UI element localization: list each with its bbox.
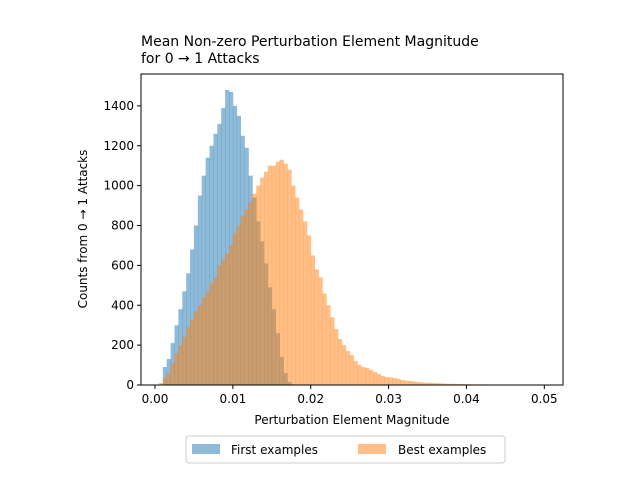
histogram-bar (400, 380, 404, 385)
histogram-bar (295, 198, 299, 385)
histogram-bar (322, 293, 326, 385)
histogram-bar (350, 355, 354, 385)
histogram-bar (264, 172, 268, 385)
histogram-bar (280, 160, 284, 385)
histogram-bar (283, 164, 287, 385)
histogram-bar (365, 368, 369, 385)
histogram-bar (303, 222, 307, 385)
y-tick-label: 600 (111, 258, 134, 272)
histogram-bar (182, 337, 186, 385)
x-tick-label: 0.00 (142, 392, 169, 406)
histogram-bar (319, 277, 323, 385)
histogram-bar (396, 379, 400, 385)
histogram-bar (369, 370, 373, 385)
y-tick-label: 800 (111, 219, 134, 233)
y-tick-label: 400 (111, 298, 134, 312)
histogram-bar (221, 259, 225, 385)
legend-swatch-first-examples (192, 444, 220, 454)
histogram-bar (190, 319, 194, 385)
x-tick-label: 0.03 (375, 392, 402, 406)
histogram-bar (178, 345, 182, 385)
histogram-bar (291, 186, 295, 385)
x-tick-label: 0.05 (531, 392, 558, 406)
chart-title-line-1: Mean Non-zero Perturbation Element Magni… (141, 34, 479, 50)
histogram-bar (256, 186, 260, 385)
histogram-bar (276, 162, 280, 385)
histogram-bar (404, 381, 408, 385)
histogram-bar (315, 269, 319, 385)
x-tick-label: 0.02 (297, 392, 324, 406)
legend: First examples Best examples (186, 436, 505, 463)
x-tick-label: 0.04 (453, 392, 480, 406)
histogram-bar (334, 329, 338, 385)
histogram-bar (357, 365, 361, 385)
bars-layer (159, 90, 521, 385)
histogram-bar (377, 374, 381, 385)
histogram-bar (307, 235, 311, 385)
histogram-bar (392, 378, 396, 385)
histogram-bar (206, 291, 210, 385)
histogram-bar (311, 255, 315, 385)
legend-label-first-examples: First examples (231, 443, 318, 457)
histogram-bar (171, 363, 175, 385)
histogram-bar (268, 166, 272, 385)
histogram-bar (373, 372, 377, 385)
histogram-bar (272, 166, 276, 385)
histogram-bar (342, 345, 346, 385)
histogram-bar (194, 311, 198, 385)
histogram-bar (346, 351, 350, 385)
histogram-bar (330, 317, 334, 385)
histogram-bar (326, 305, 330, 385)
histogram-bar (233, 233, 237, 385)
histogram-bar (210, 283, 214, 385)
histogram-bar (389, 377, 393, 385)
chart-title-line-2: for 0 → 1 Attacks (141, 51, 260, 67)
y-tick-label: 0 (126, 378, 134, 392)
histogram-bar (248, 202, 252, 385)
histogram-bar (229, 245, 233, 385)
histogram-bar (237, 226, 241, 385)
histogram-bar (412, 381, 416, 385)
histogram-bar (225, 253, 229, 385)
histogram-bar (198, 305, 202, 385)
histogram-bar (202, 297, 206, 385)
y-tick-label: 1000 (103, 179, 134, 193)
x-tick-label: 0.01 (220, 392, 247, 406)
histogram-bar (213, 277, 217, 385)
histogram-bar (217, 265, 221, 385)
histogram-bar (385, 377, 389, 385)
histogram-bar (252, 194, 256, 385)
y-tick-label: 1200 (103, 139, 134, 153)
histogram-bar (260, 178, 264, 385)
histogram-bar (299, 210, 303, 385)
histogram-bar (245, 210, 249, 385)
histogram-bar (163, 378, 167, 385)
y-axis-label: Counts from 0 → 1 Attacks (76, 150, 90, 309)
y-tick-label: 200 (111, 338, 134, 352)
legend-swatch-best-examples (358, 444, 386, 454)
histogram-bar (408, 381, 412, 385)
histogram-bar (361, 367, 365, 385)
histogram-bar (381, 376, 385, 385)
histogram-bar (167, 373, 171, 385)
histogram-bar (174, 353, 178, 385)
histogram-bar (186, 327, 190, 385)
histogram-bar (241, 216, 245, 385)
chart-title: Mean Non-zero Perturbation Element Magni… (141, 34, 479, 67)
histogram-bar (354, 361, 358, 385)
histogram-bar (287, 170, 291, 385)
x-axis: 0.00 0.01 0.02 0.03 0.04 0.05 (142, 385, 558, 406)
y-axis: 0 200 400 600 800 1000 1200 1400 (103, 99, 141, 392)
y-tick-label: 1400 (103, 99, 134, 113)
x-axis-label: Perturbation Element Magnitude (254, 413, 449, 427)
histogram-bar (338, 339, 342, 385)
legend-label-best-examples: Best examples (398, 443, 486, 457)
